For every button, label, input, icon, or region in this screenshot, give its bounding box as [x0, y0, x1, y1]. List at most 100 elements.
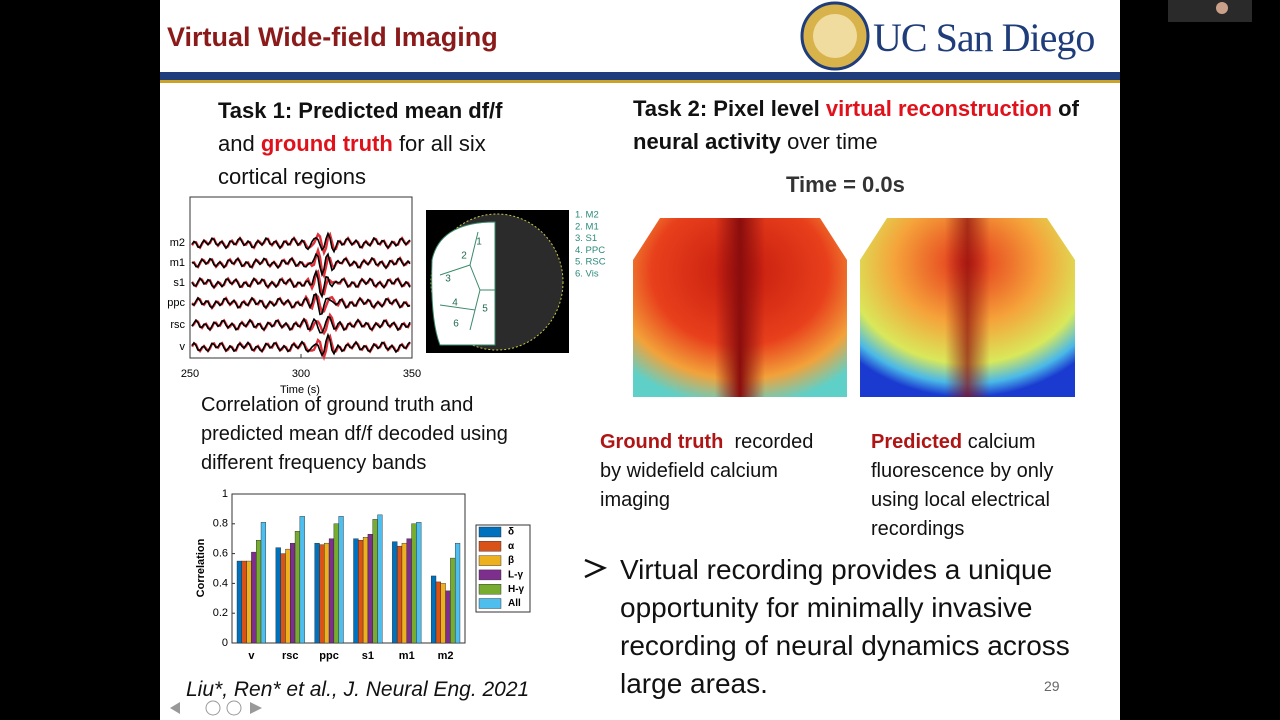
y-tick-label: 0: [222, 637, 228, 649]
bar: [367, 534, 373, 644]
bar: [338, 516, 344, 644]
legend-label: β: [508, 555, 514, 566]
trace-label: rsc: [170, 319, 185, 331]
bar: [333, 523, 339, 644]
caption: Correlation of ground truth and predicte…: [201, 394, 508, 474]
legend-swatch: [478, 598, 502, 609]
x-tick-label: 250: [181, 368, 199, 380]
ground-truth-map: [633, 218, 847, 397]
bar: [299, 516, 305, 644]
region-legend: 3. S1: [575, 233, 597, 244]
bar: [260, 522, 267, 644]
bar: [445, 590, 451, 644]
x-tick-label: ppc: [319, 650, 339, 662]
task2-highlight: virtual reconstruction: [825, 96, 1052, 121]
bar: [319, 544, 325, 644]
task1-text: Task 1: Predicted mean df/f and ground t…: [218, 94, 538, 193]
bar: [396, 545, 403, 644]
bar: [314, 542, 320, 644]
y-axis-label: Correlation: [195, 538, 207, 597]
page-number: 29: [1044, 678, 1060, 694]
bar: [440, 583, 446, 644]
task2-rest: over time: [787, 129, 878, 154]
bar: [275, 547, 281, 644]
header-bar: [160, 72, 1120, 80]
trace: [191, 231, 411, 254]
region-number: 4: [452, 298, 458, 309]
task1-lead: and: [218, 131, 255, 156]
predicted-text: Predicted calcium fluorescence by only u…: [871, 428, 1086, 544]
trace-label: ppc: [167, 297, 185, 309]
bullet-text: Virtual recording provides a unique oppo…: [620, 554, 1070, 699]
region-legend: 4. PPC: [575, 245, 605, 256]
trace: [191, 293, 411, 316]
y-tick-label: 0.8: [213, 518, 228, 530]
x-tick-label: 350: [403, 368, 421, 380]
bar: [454, 542, 461, 644]
y-tick-label: 0.6: [213, 548, 228, 560]
y-tick-label: 0.4: [213, 577, 228, 589]
heat: [945, 218, 990, 397]
pred-highlight: Predicted: [871, 431, 963, 453]
region-legend: 5. RSC: [575, 257, 606, 268]
bar: [285, 548, 291, 644]
bar: [406, 538, 412, 644]
legend-label: δ: [508, 527, 514, 538]
region-number: 2: [461, 251, 467, 262]
task2-heading: Task 2: Pixel level: [633, 96, 820, 121]
logo-text: UC San Diego: [873, 15, 1095, 60]
region-borders: [439, 231, 495, 331]
task1-rest: for all six cortical regions: [218, 131, 486, 189]
bar: [353, 538, 359, 644]
x-axis-label: Time (s): [280, 384, 320, 396]
video-thumbnail: [1168, 0, 1252, 22]
region-number: 1: [476, 237, 482, 248]
trace: [191, 315, 411, 334]
slide-title: Virtual Wide-field Imaging: [167, 22, 498, 52]
x-tick-label: m1: [399, 650, 415, 662]
nav-icon: [205, 700, 221, 716]
bar: [241, 560, 247, 644]
nav-arrows: [170, 702, 262, 714]
task1-heading: Task 1: Predicted mean df/f: [218, 98, 503, 123]
region-number: 5: [482, 304, 488, 315]
task2-of: of: [1058, 96, 1079, 121]
legend-label: H-γ: [508, 584, 525, 595]
ground-truth-text: Ground truth recorded by widefield calci…: [600, 428, 840, 515]
region-number: 6: [453, 319, 459, 330]
regions: [431, 221, 496, 346]
bar: [236, 560, 243, 644]
header-accent: [160, 80, 1120, 83]
x-tick-label: m2: [438, 650, 454, 662]
trace: [191, 252, 411, 278]
legend-label: L-γ: [508, 570, 523, 581]
bullet-arrow: [584, 558, 608, 579]
bar: [294, 531, 301, 644]
y-tick-label: 0.2: [213, 607, 228, 619]
bar-frame: [231, 493, 466, 644]
trace: [191, 269, 411, 299]
bar: [416, 522, 422, 644]
bar: [392, 541, 398, 644]
predicted-map: [860, 218, 1075, 397]
bar: [358, 539, 364, 644]
trace-label: m1: [170, 257, 185, 269]
task2-bold: neural activity: [633, 129, 781, 154]
region-number: 3: [445, 274, 451, 285]
trace: [191, 332, 411, 358]
nav-icon: [226, 700, 242, 716]
bar: [411, 523, 417, 644]
time-label: Time = 0.0s: [786, 172, 905, 197]
traces-frame: [189, 196, 413, 359]
bar: [362, 537, 369, 644]
bar: [450, 557, 456, 644]
pred-rest: calcium fluorescence by only using local…: [871, 431, 1054, 540]
legend-label: α: [508, 541, 515, 552]
bar: [328, 538, 335, 644]
bar: [251, 551, 257, 644]
y-tick-label: 1: [222, 488, 228, 500]
gt-highlight: Ground truth: [600, 431, 724, 453]
bar: [377, 514, 383, 644]
